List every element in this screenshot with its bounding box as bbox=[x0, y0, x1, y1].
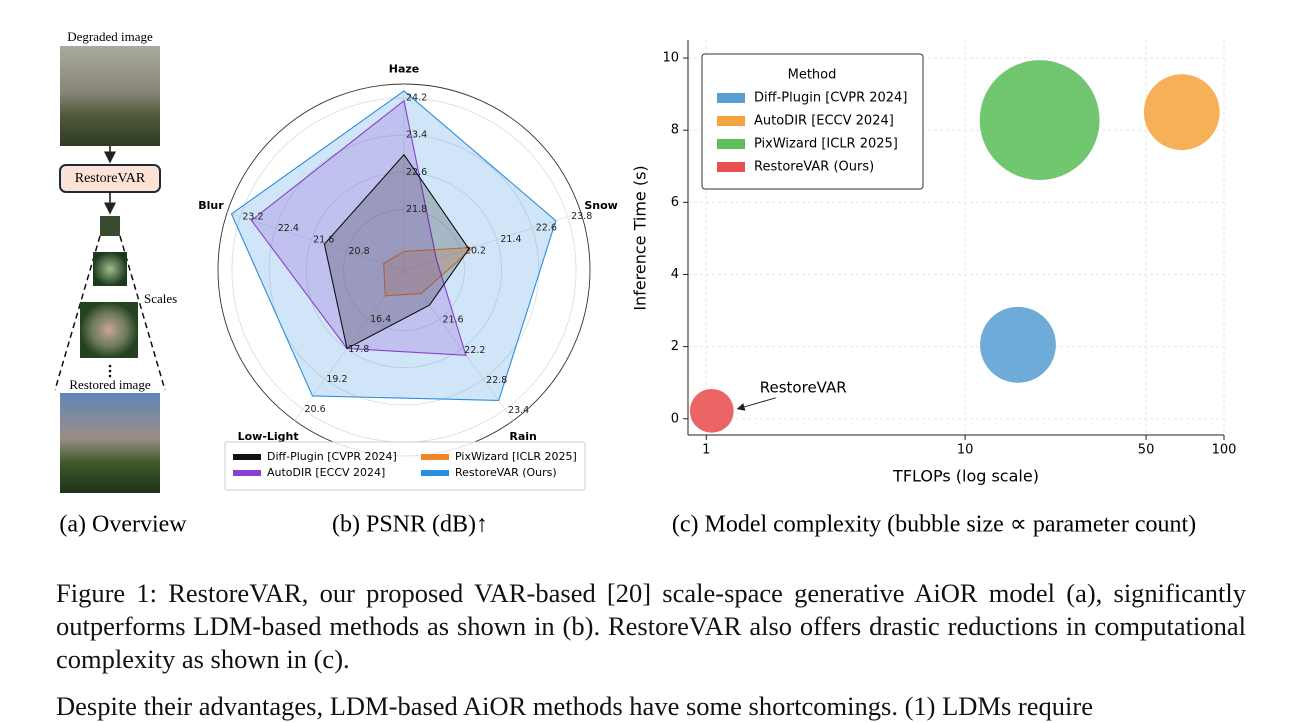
dot bbox=[108, 369, 112, 373]
tick-label: 20.6 bbox=[304, 404, 325, 415]
axis-label: Rain bbox=[509, 430, 536, 443]
image bbox=[80, 302, 138, 358]
y-tick-label: 0 bbox=[671, 411, 679, 426]
tick-label: 16.4 bbox=[370, 314, 391, 325]
figure-caption: Figure 1: RestoreVAR, our proposed VAR-b… bbox=[56, 578, 1246, 674]
image bbox=[100, 216, 120, 236]
legend-label: RestoreVAR (Ours) bbox=[754, 160, 874, 175]
tick-label: 21.4 bbox=[500, 234, 521, 245]
legend-swatch bbox=[233, 454, 261, 460]
subcaption: (a) Overview bbox=[59, 512, 187, 538]
bubble bbox=[980, 306, 1056, 383]
dot bbox=[108, 364, 112, 368]
annotation: RestoreVAR bbox=[760, 378, 847, 396]
tick-label: 22.2 bbox=[464, 345, 485, 356]
overview: Degraded image RestoreVAR Scales Restore… bbox=[54, 29, 187, 538]
axis-label: Haze bbox=[389, 63, 420, 76]
x-tick-label: 1 bbox=[702, 443, 710, 458]
spoke bbox=[403, 269, 514, 421]
tick-label: 23.4 bbox=[508, 405, 529, 416]
tick-label: 21.6 bbox=[313, 234, 334, 245]
y-tick-label: 8 bbox=[671, 123, 679, 138]
bubble bbox=[979, 60, 1100, 181]
legend-swatch bbox=[233, 470, 261, 476]
y-tick-label: 2 bbox=[671, 339, 679, 354]
tick-label: 22.4 bbox=[278, 223, 299, 234]
tick-label: 21.6 bbox=[442, 315, 463, 326]
tick-label: 24.2 bbox=[406, 92, 427, 103]
tick-label: 23.8 bbox=[571, 211, 592, 222]
image bbox=[60, 393, 160, 493]
body-text: Despite their advantages, LDM-based AiOR… bbox=[56, 691, 1093, 721]
legend-swatch bbox=[717, 116, 745, 126]
legend-title: Method bbox=[788, 68, 837, 83]
label: Scales bbox=[144, 291, 177, 306]
legend-swatch bbox=[717, 93, 745, 103]
y-tick-label: 4 bbox=[671, 267, 679, 282]
radar-area bbox=[230, 90, 557, 401]
label: Restored image bbox=[69, 377, 150, 392]
x-tick-label: 50 bbox=[1138, 443, 1155, 458]
legend-label: Diff-Plugin [CVPR 2024] bbox=[754, 91, 907, 106]
tick-label: 23.2 bbox=[242, 211, 263, 222]
legend-label: PixWizard [ICLR 2025] bbox=[754, 137, 898, 152]
tick-label: 22.8 bbox=[486, 375, 507, 386]
y-tick-label: 10 bbox=[662, 51, 679, 66]
radar-area bbox=[323, 153, 470, 350]
label: RestoreVAR bbox=[75, 171, 146, 186]
x-tick-label: 100 bbox=[1212, 443, 1237, 458]
legend-swatch bbox=[421, 454, 449, 460]
legend-swatch bbox=[717, 162, 745, 172]
x-tick-label: 10 bbox=[957, 443, 974, 458]
figure: Degraded image RestoreVAR Scales Restore… bbox=[54, 29, 1237, 538]
x-axis-label: TFLOPs (log scale) bbox=[892, 467, 1039, 486]
label: Degraded image bbox=[67, 29, 153, 44]
subcaption: (b) PSNR (dB)↑ bbox=[332, 512, 488, 538]
legend-label: RestoreVAR (Ours) bbox=[455, 466, 557, 479]
bubble bbox=[1143, 74, 1220, 151]
tick-label: 23.4 bbox=[406, 130, 427, 141]
legend-box bbox=[701, 53, 924, 190]
axis-label: Snow bbox=[584, 199, 617, 212]
page: {"overview": {"degraded_label": "Degrade… bbox=[54, 28, 1246, 721]
dashed-line bbox=[119, 235, 166, 391]
axis-label: Blur bbox=[198, 199, 224, 212]
y-tick-label: 6 bbox=[671, 195, 679, 210]
legend-swatch bbox=[717, 139, 745, 149]
legend-swatch bbox=[421, 470, 449, 476]
subcaption: (c) Model complexity (bubble size ∝ para… bbox=[672, 512, 1196, 538]
dot bbox=[108, 374, 112, 378]
tick-label: 20.2 bbox=[465, 245, 486, 256]
legend-label: Diff-Plugin [CVPR 2024] bbox=[267, 450, 397, 463]
image bbox=[93, 252, 127, 286]
annotation-arrow bbox=[736, 397, 776, 411]
y-axis-label: Inference Time (s) bbox=[631, 165, 650, 310]
legend-label: AutoDIR [ECCV 2024] bbox=[754, 114, 894, 129]
tick-label: 19.2 bbox=[326, 374, 347, 385]
legend-label: PixWizard [ICLR 2025] bbox=[455, 450, 577, 463]
bubble bbox=[689, 388, 734, 433]
tick-label: 21.8 bbox=[406, 204, 427, 215]
legend-box bbox=[224, 441, 586, 491]
radar-chart: Haze 21.8 22.6 23.4 24.2 Snow 20.2 21.4 22.6 23.8… bbox=[198, 63, 618, 491]
image bbox=[60, 46, 160, 146]
radar-area bbox=[250, 99, 467, 356]
tick-label: 22.6 bbox=[536, 222, 557, 233]
tick-label: 20.8 bbox=[349, 246, 370, 257]
axis-label: Low-Light bbox=[238, 430, 299, 443]
dashed-line bbox=[54, 235, 101, 391]
tick-label: 22.6 bbox=[406, 167, 427, 178]
tick-label: 17.8 bbox=[348, 344, 369, 355]
spoke bbox=[294, 269, 405, 421]
spoke bbox=[226, 212, 405, 271]
bubble-chart: 1 10 50 100 0 2 4 6 8 10 TFLOPs (log scale) Inferen… bbox=[631, 40, 1237, 486]
legend-label: AutoDIR [ECCV 2024] bbox=[267, 466, 385, 479]
spoke bbox=[403, 212, 582, 271]
radar-area bbox=[383, 246, 475, 297]
